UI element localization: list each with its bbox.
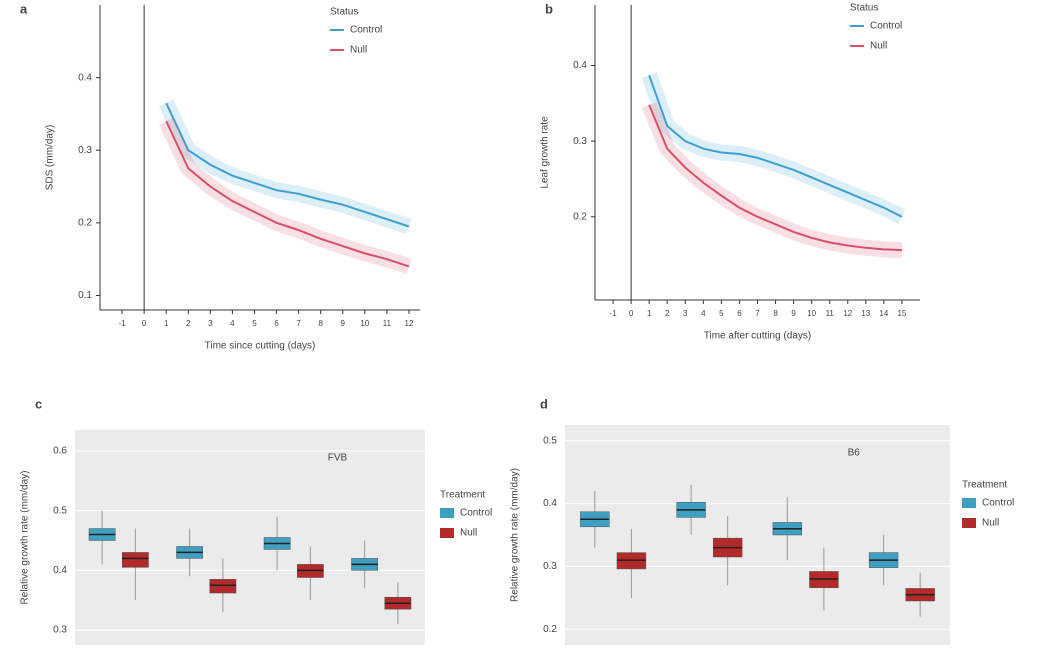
line [165,102,410,228]
y-tick-label: 0.5 [53,505,67,516]
panel-label: c [35,396,42,411]
x-tick-label: 11 [826,309,835,318]
line [648,75,903,218]
x-tick-label: 11 [383,319,392,328]
x-tick-label: 12 [843,309,852,318]
y-tick-label: 0.2 [543,624,557,635]
x-tick-label: 7 [296,319,301,328]
legend-label: Control [870,21,902,32]
x-tick-label: 6 [737,309,742,318]
x-tick-label: -1 [609,309,617,318]
x-tick-label: 12 [405,319,414,328]
x-tick-label: 8 [318,319,323,328]
y-tick-label: 0.3 [573,136,587,147]
x-tick-label: 4 [701,309,706,318]
x-axis-title: Time after cutting (days) [704,331,811,342]
y-tick-label: 0.4 [543,498,557,509]
legend-title: Treatment [440,490,485,501]
x-tick-label: 15 [897,309,906,318]
x-tick-label: 9 [341,319,346,328]
y-axis-title: Relative growth rate (mm/day) [20,471,31,605]
panel-title: FVB [328,453,348,464]
x-tick-label: 10 [360,319,369,328]
x-tick-label: 6 [274,319,279,328]
legend-label: Null [982,518,999,529]
legend-label: Control [350,25,382,36]
legend-swatch [440,508,454,518]
x-tick-label: 8 [773,309,778,318]
panel-label: b [545,1,553,16]
y-tick-label: 0.3 [78,145,92,156]
ribbon [641,101,903,259]
legend-swatch [962,498,976,508]
panel-label: a [20,1,28,16]
x-tick-label: 0 [142,319,147,328]
legend-title: Status [850,3,878,14]
x-tick-label: 4 [230,319,235,328]
legend-title: Status [330,7,358,18]
x-tick-label: 5 [252,319,257,328]
x-tick-label: 9 [791,309,796,318]
x-tick-label: -1 [119,319,127,328]
plot-background [75,430,425,645]
y-tick-label: 0.2 [573,211,587,222]
y-tick-label: 0.6 [53,446,67,457]
legend-label: Control [460,508,492,519]
box [122,552,149,568]
legend-swatch [962,518,976,528]
box [209,579,237,594]
legend-swatch [440,528,454,538]
x-tick-label: 2 [665,309,670,318]
x-tick-label: 1 [647,309,652,318]
x-tick-label: 10 [807,309,816,318]
y-axis-title: Relative growth rate (mm/day) [510,468,521,602]
ribbon [158,99,412,235]
y-tick-label: 0.4 [53,565,67,576]
y-axis-title: Leaf growth rate [540,116,551,189]
legend-label: Null [870,41,887,52]
x-tick-label: 14 [879,309,888,318]
y-tick-label: 0.3 [53,625,67,636]
x-tick-label: 13 [861,309,870,318]
line [165,120,410,268]
y-tick-label: 0.4 [78,72,92,83]
plot-background [565,425,950,645]
x-tick-label: 1 [164,319,169,328]
line [648,104,902,252]
panel-title: B6 [848,448,861,459]
x-tick-label: 3 [208,319,213,328]
y-tick-label: 0.1 [78,290,92,301]
x-tick-label: 0 [629,309,634,318]
x-tick-label: 2 [186,319,191,328]
ribbon [641,72,906,224]
x-tick-label: 7 [755,309,760,318]
y-tick-label: 0.5 [543,435,557,446]
legend-title: Treatment [962,480,1007,491]
x-tick-label: 3 [683,309,688,318]
legend-label: Null [350,45,367,56]
legend-label: Control [982,498,1014,509]
y-tick-label: 0.3 [543,561,557,572]
legend-label: Null [460,528,477,539]
panel-label: d [540,396,548,411]
y-tick-label: 0.4 [573,60,587,71]
y-axis-title: SDS (mm/day) [45,125,56,191]
x-tick-label: 5 [719,309,724,318]
y-tick-label: 0.2 [78,217,92,228]
x-axis-title: Time since cutting (days) [205,341,316,352]
